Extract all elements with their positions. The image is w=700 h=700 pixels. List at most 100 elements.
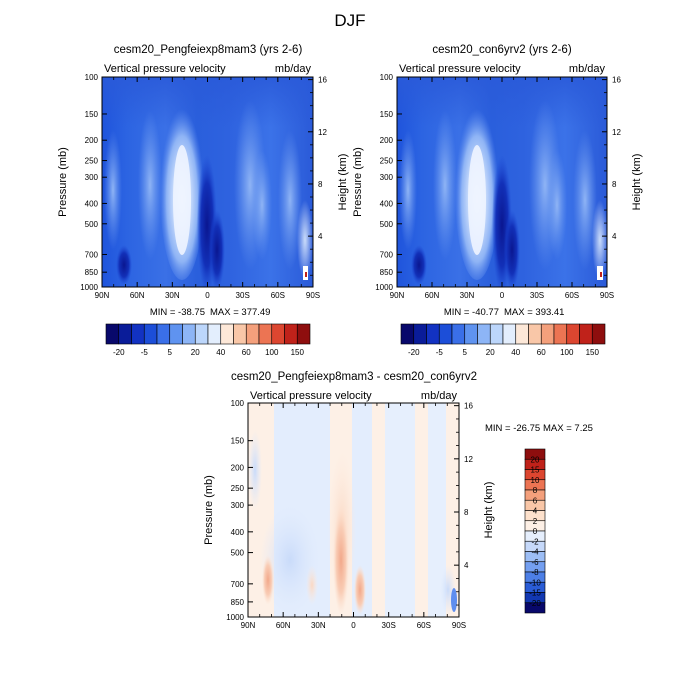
panel-2-y-tick-label: 700 bbox=[380, 250, 394, 259]
panel-3-x-tick-label: 90N bbox=[241, 621, 256, 630]
panel-1-colorbar-box bbox=[245, 323, 260, 345]
panel-1-colorbar-label: 100 bbox=[265, 348, 279, 357]
panel-1-colorbar-box bbox=[220, 323, 234, 345]
panel-3-colorbar-label: 2 bbox=[533, 517, 538, 526]
panel-3-x-tick-label: 30N bbox=[311, 621, 326, 630]
panel-1-colorbar: -20 -5 5 20 40 60 100 150 bbox=[105, 323, 311, 357]
panel-2-colorbar-box bbox=[553, 323, 568, 345]
panel-2-x-tick-label: 0 bbox=[500, 291, 505, 300]
panel-2-y-tick-label: 250 bbox=[380, 157, 394, 166]
panel-2-units-label: mb/day bbox=[569, 63, 606, 75]
panel-1-field bbox=[102, 77, 313, 287]
panel-1-y2-tick-label: 12 bbox=[318, 128, 327, 137]
panel-3-colorbar-label: -10 bbox=[529, 578, 541, 587]
panel-3-y-tick-label: 250 bbox=[231, 484, 245, 493]
panel-1-colorbar-box bbox=[207, 323, 222, 345]
panel-1-x-tick-label: 30S bbox=[236, 291, 250, 300]
panel-2-colorbar-box bbox=[502, 323, 517, 345]
panel-2-y2-ticks: 16 12 8 4 bbox=[602, 76, 621, 276]
panel-1: cesm20_Pengfeiexp8mam3 (yrs 2-6) Vertica… bbox=[57, 44, 349, 357]
panel-1-y-tick-label: 850 bbox=[85, 268, 99, 277]
panel-2-colorbar-box bbox=[540, 323, 555, 345]
panel-2-colorbar-label: 60 bbox=[537, 348, 546, 357]
panel-1-colorbar-label: 150 bbox=[291, 348, 305, 357]
panel-2-colorbar-label: 100 bbox=[560, 348, 574, 357]
panel-2-colorbar-box bbox=[426, 323, 440, 345]
panel-1-x-tick-label: 60S bbox=[271, 291, 285, 300]
panel-1-colorbar-label: -20 bbox=[113, 348, 125, 357]
panel-3-y2-tick-label: 12 bbox=[464, 455, 473, 464]
panel-2-x-tick-label: 30N bbox=[460, 291, 475, 300]
panel-3-colorbar-box bbox=[524, 602, 546, 614]
panel-1-colorbar-box bbox=[143, 323, 158, 345]
panel-3-y2-axis-label: Height (km) bbox=[483, 482, 495, 539]
panel-2-colorbar-box bbox=[451, 323, 466, 345]
panel-2-x-tick-label: 60S bbox=[565, 291, 579, 300]
panel-1-y-tick-label: 500 bbox=[85, 220, 99, 229]
panel-2-y-ticks: 100 150 200 250 300 400 500 700 850 1000 bbox=[375, 73, 402, 292]
panel-2-colorbar-label: 40 bbox=[511, 348, 520, 357]
panel-3-colorbar-label: 6 bbox=[533, 496, 538, 505]
panel-3-y-tick-label: 400 bbox=[231, 528, 245, 537]
panel-1-colorbar-label: -5 bbox=[141, 348, 149, 357]
panel-3-title: cesm20_Pengfeiexp8mam3 - cesm20_con6yrv2 bbox=[231, 371, 477, 383]
panel-3-x-ticks: 90N 60N 30N 0 30S 60S 90S bbox=[241, 403, 466, 630]
panel-1-y-tick-label: 250 bbox=[85, 157, 99, 166]
panel-2-colorbar-box bbox=[438, 323, 453, 345]
panel-3: cesm20_Pengfeiexp8mam3 - cesm20_con6yrv2… bbox=[203, 371, 593, 630]
panel-3-y2-tick-label: 4 bbox=[464, 561, 469, 570]
panel-1-y-axis-label: Pressure (mb) bbox=[57, 147, 69, 217]
panel-1-colorbar-box bbox=[105, 323, 120, 345]
panel-3-units-label: mb/day bbox=[421, 390, 458, 402]
panel-3-colorbar-label: 20 bbox=[531, 455, 540, 464]
panel-2-colorbar-box bbox=[489, 323, 504, 345]
panel-2-colorbar-box bbox=[579, 323, 593, 345]
panel-3-y-tick-label: 700 bbox=[231, 580, 245, 589]
panel-1-min-label: MIN = -38.75 bbox=[150, 307, 205, 318]
panel-2-x-tick-label: 60N bbox=[425, 291, 440, 300]
panel-3-y-tick-label: 500 bbox=[231, 549, 245, 558]
panel-1-colorbar-label: 60 bbox=[242, 348, 251, 357]
panel-1-x-ticks: 90N 60N 30N 0 30S 60S 90S bbox=[95, 77, 320, 300]
panel-1-y-tick-label: 400 bbox=[85, 199, 99, 208]
panel-2-y2-tick-label: 12 bbox=[612, 128, 621, 137]
figure-title: DJF bbox=[334, 11, 365, 30]
panel-1-colorbar-box bbox=[156, 323, 171, 345]
panel-1-y-tick-label: 700 bbox=[85, 250, 99, 259]
panel-3-colorbar-label: 15 bbox=[531, 466, 540, 475]
panel-2-colorbar-box bbox=[528, 323, 542, 345]
panel-3-x-tick-label: 60N bbox=[276, 621, 291, 630]
panel-3-y-tick-label: 1000 bbox=[226, 613, 244, 622]
panel-1-y2-tick-label: 4 bbox=[318, 232, 323, 241]
panel-1-colorbar-label: 20 bbox=[191, 348, 200, 357]
panel-3-colorbar-label: -15 bbox=[529, 589, 541, 598]
panel-1-x-tick-label: 90N bbox=[95, 291, 110, 300]
panel-3-y-axis-label: Pressure (mb) bbox=[203, 475, 215, 545]
panel-1-colorbar-box bbox=[169, 323, 183, 345]
panel-1-colorbar-box bbox=[284, 323, 298, 345]
panel-1-colorbar-box bbox=[258, 323, 273, 345]
panel-2-y-tick-label: 100 bbox=[380, 73, 394, 82]
panel-2-colorbar-box bbox=[515, 323, 529, 345]
panel-1-x-tick-label: 0 bbox=[205, 291, 210, 300]
panel-3-left-label: Vertical pressure velocity bbox=[250, 390, 372, 402]
panel-3-colorbar-label: 0 bbox=[533, 527, 538, 536]
panel-2-colorbar-label: -20 bbox=[408, 348, 420, 357]
panel-3-y-ticks: 100 150 200 250 300 400 500 700 850 1000 bbox=[226, 399, 253, 622]
panel-2-x-ticks: 90N 60N 30N 0 30S 60S 90S bbox=[390, 77, 614, 300]
panel-1-y2-tick-label: 16 bbox=[318, 76, 327, 85]
panel-2-colorbar-box bbox=[591, 323, 606, 345]
panel-3-y-tick-label: 150 bbox=[231, 437, 245, 446]
panel-2-colorbar-box bbox=[566, 323, 580, 345]
panel-3-min-label: MIN = -26.75 bbox=[485, 423, 540, 434]
panel-2-y2-tick-label: 8 bbox=[612, 180, 617, 189]
panel-2-max-label: MAX = 393.41 bbox=[504, 307, 564, 318]
panel-3-y-tick-label: 300 bbox=[231, 501, 245, 510]
panel-2-min-label: MIN = -40.77 bbox=[444, 307, 499, 318]
panel-3-colorbar-label: 10 bbox=[531, 476, 540, 485]
panel-3-colorbar-label: 4 bbox=[533, 507, 538, 516]
panel-2-y2-tick-label: 4 bbox=[612, 232, 617, 241]
panel-1-x-tick-label: 30N bbox=[165, 291, 180, 300]
panel-2-colorbar-box bbox=[413, 323, 427, 345]
